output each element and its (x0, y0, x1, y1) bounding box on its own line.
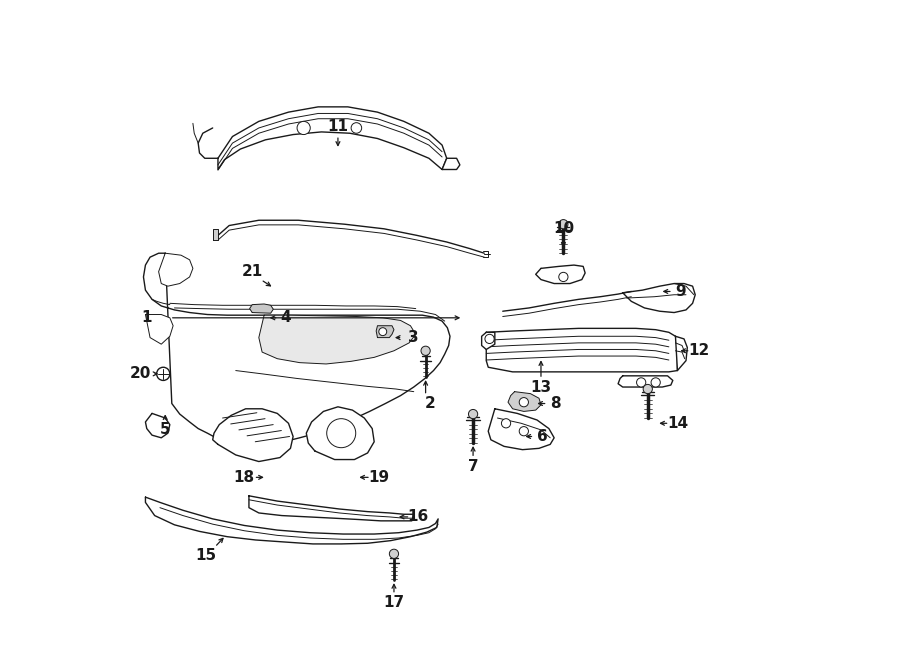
Text: 5: 5 (160, 422, 170, 438)
Circle shape (519, 398, 528, 407)
Polygon shape (306, 407, 374, 459)
Polygon shape (146, 413, 170, 438)
Polygon shape (218, 107, 446, 169)
Text: 3: 3 (409, 330, 419, 345)
Circle shape (519, 426, 528, 436)
Polygon shape (212, 229, 218, 240)
Circle shape (644, 385, 652, 394)
Circle shape (559, 220, 568, 229)
Circle shape (485, 334, 494, 344)
Text: 19: 19 (368, 470, 390, 485)
Text: 6: 6 (537, 429, 548, 444)
Polygon shape (212, 409, 293, 461)
Polygon shape (482, 332, 495, 350)
Text: 15: 15 (195, 547, 217, 563)
Text: 18: 18 (234, 470, 255, 485)
Text: 9: 9 (675, 284, 686, 299)
Polygon shape (143, 253, 450, 446)
Circle shape (379, 328, 387, 336)
Polygon shape (249, 304, 274, 313)
Text: 16: 16 (408, 509, 429, 524)
Text: 20: 20 (130, 366, 151, 381)
Polygon shape (442, 158, 460, 169)
Polygon shape (536, 265, 585, 283)
Polygon shape (486, 328, 678, 372)
Polygon shape (259, 315, 416, 364)
Circle shape (469, 410, 478, 418)
Polygon shape (488, 409, 554, 449)
Text: 13: 13 (530, 379, 552, 395)
Polygon shape (146, 314, 173, 344)
Text: 2: 2 (425, 396, 436, 411)
Text: 4: 4 (280, 310, 291, 325)
Text: 8: 8 (550, 396, 561, 411)
Circle shape (351, 122, 362, 133)
Circle shape (327, 418, 356, 448)
Polygon shape (676, 336, 688, 371)
Polygon shape (618, 376, 673, 387)
Circle shape (501, 418, 510, 428)
Text: 21: 21 (241, 264, 263, 279)
Circle shape (297, 121, 310, 134)
Text: 1: 1 (141, 310, 152, 325)
Polygon shape (376, 326, 394, 338)
Circle shape (636, 378, 646, 387)
Polygon shape (158, 253, 193, 286)
Text: 12: 12 (688, 344, 710, 358)
Circle shape (559, 272, 568, 281)
Text: 10: 10 (553, 221, 574, 236)
Text: 7: 7 (468, 459, 479, 473)
Circle shape (390, 549, 399, 559)
Circle shape (421, 346, 430, 355)
Text: 17: 17 (383, 595, 404, 610)
Circle shape (157, 367, 170, 381)
Circle shape (651, 378, 661, 387)
Polygon shape (508, 392, 541, 411)
Polygon shape (623, 283, 695, 312)
Polygon shape (146, 497, 438, 544)
Text: 14: 14 (667, 416, 688, 431)
Text: 11: 11 (328, 119, 348, 134)
Polygon shape (249, 496, 414, 521)
